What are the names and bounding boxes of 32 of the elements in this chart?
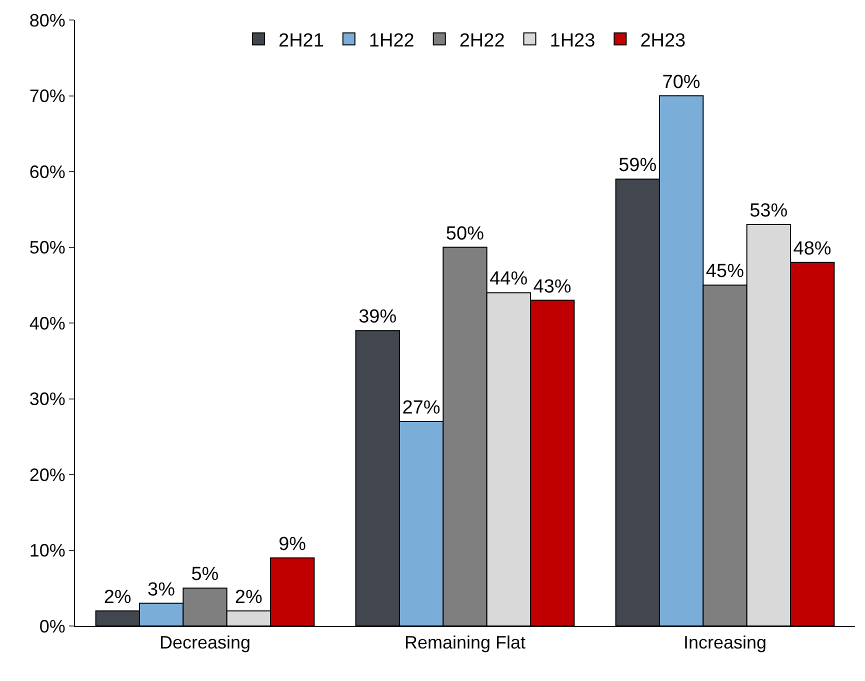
data-label: 2% bbox=[234, 586, 262, 608]
y-tick-label: 50% bbox=[29, 238, 66, 258]
legend-label: 2H22 bbox=[459, 30, 505, 52]
data-label: 9% bbox=[278, 534, 306, 555]
y-tick-label: 70% bbox=[29, 86, 66, 106]
legend-label: 1H22 bbox=[368, 30, 414, 52]
data-label: 39% bbox=[358, 306, 397, 328]
y-tick-label: 40% bbox=[29, 313, 66, 334]
data-label: 44% bbox=[490, 268, 528, 290]
data-label: 48% bbox=[793, 238, 832, 260]
data-label: 45% bbox=[706, 261, 744, 282]
data-label: 27% bbox=[402, 397, 440, 418]
data-label: 5% bbox=[191, 564, 219, 586]
x-tick-label: Remaining Flat bbox=[404, 632, 526, 653]
y-tick-label: 30% bbox=[29, 389, 66, 410]
y-tick-label: 0% bbox=[39, 616, 66, 636]
data-label: 3% bbox=[148, 579, 176, 600]
data-label: 53% bbox=[750, 200, 788, 222]
data-label: 2% bbox=[104, 586, 132, 608]
legend-label: 1H23 bbox=[550, 30, 596, 52]
data-label: 43% bbox=[533, 276, 572, 298]
data-label: 50% bbox=[446, 223, 484, 244]
x-tick-label: Decreasing bbox=[159, 632, 251, 653]
legend-label: 2H23 bbox=[640, 30, 686, 52]
y-tick-label: 60% bbox=[29, 162, 66, 182]
y-tick-label: 20% bbox=[29, 464, 66, 485]
x-tick-label: Increasing bbox=[683, 632, 767, 653]
y-tick-label: 10% bbox=[29, 540, 66, 561]
y-tick-label: 80% bbox=[29, 10, 66, 30]
data-label: 70% bbox=[662, 72, 700, 93]
data-label: 59% bbox=[618, 155, 657, 176]
legend-label: 2H21 bbox=[278, 30, 324, 52]
